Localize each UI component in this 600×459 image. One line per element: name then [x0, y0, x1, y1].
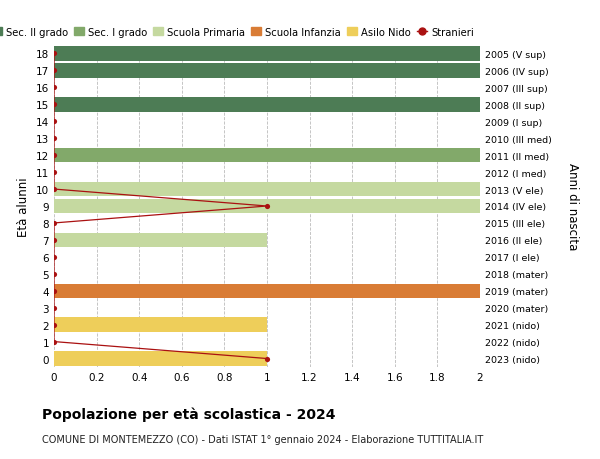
Point — [49, 220, 59, 227]
Point — [49, 84, 59, 92]
Point — [49, 304, 59, 312]
Y-axis label: Età alunni: Età alunni — [17, 177, 31, 236]
Point — [49, 186, 59, 193]
Point — [262, 203, 272, 210]
Text: COMUNE DI MONTEMEZZO (CO) - Dati ISTAT 1° gennaio 2024 - Elaborazione TUTTITALIA: COMUNE DI MONTEMEZZO (CO) - Dati ISTAT 1… — [42, 434, 483, 444]
Bar — [54, 233, 267, 247]
Point — [49, 287, 59, 295]
Bar — [54, 98, 480, 112]
Y-axis label: Anni di nascita: Anni di nascita — [566, 163, 578, 250]
Bar — [54, 182, 480, 197]
Legend: Sec. II grado, Sec. I grado, Scuola Primaria, Scuola Infanzia, Asilo Nido, Stran: Sec. II grado, Sec. I grado, Scuola Prim… — [0, 28, 474, 38]
Point — [49, 237, 59, 244]
Bar — [54, 284, 480, 298]
Point — [49, 254, 59, 261]
Point — [49, 169, 59, 176]
Bar — [54, 199, 480, 214]
Point — [49, 152, 59, 159]
Point — [49, 338, 59, 346]
Point — [49, 67, 59, 75]
Bar — [54, 318, 267, 332]
Bar — [54, 149, 480, 163]
Bar — [54, 64, 480, 78]
Point — [262, 355, 272, 363]
Bar — [54, 47, 480, 62]
Point — [49, 321, 59, 329]
Point — [49, 101, 59, 109]
Point — [49, 118, 59, 126]
Point — [49, 135, 59, 143]
Point — [49, 270, 59, 278]
Text: Popolazione per età scolastica - 2024: Popolazione per età scolastica - 2024 — [42, 406, 335, 421]
Point — [49, 50, 59, 58]
Bar — [54, 352, 267, 366]
